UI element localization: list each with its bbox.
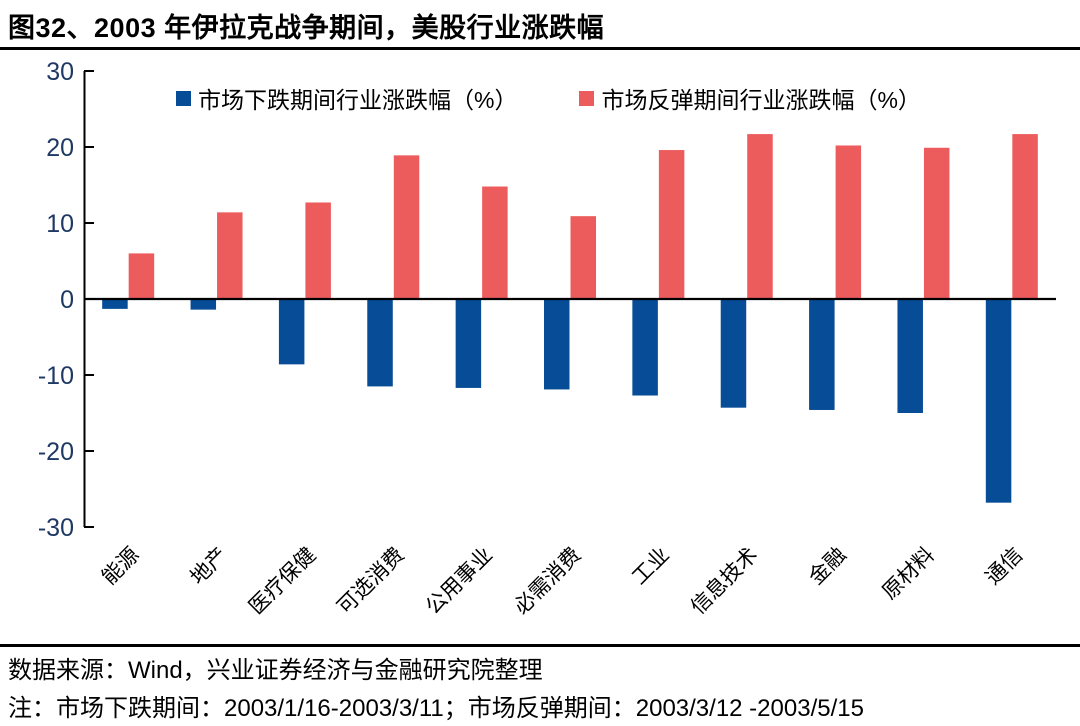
chart-legend: 市场下跌期间行业涨跌幅（%） 市场反弹期间行业涨跌幅（%） [176,81,921,115]
x-axis-label-原材料: 原材料 [878,543,939,604]
bar-decline-公用事业 [455,299,482,388]
y-axis-tick-label: 0 [60,286,74,314]
bar-decline-通信 [985,299,1012,503]
x-axis-label-能源: 能源 [98,543,144,589]
x-axis-label-必需消费: 必需消费 [510,543,586,619]
x-axis-label-工业: 工业 [628,543,674,589]
x-axis-label-地产: 地产 [186,543,232,589]
x-axis-label-信息技术: 信息技术 [687,543,763,619]
bar-rebound-金融 [835,145,862,299]
legend-label-decline: 市场下跌期间行业涨跌幅（%） [198,87,518,113]
bar-rebound-信息技术 [747,134,773,299]
x-axis-label-通信: 通信 [981,543,1027,589]
title-divider-line [0,47,1080,50]
y-axis-tick-label: 20 [46,134,74,162]
bar-decline-能源 [102,299,128,309]
data-source-text: 数据来源：Wind，兴业证券经济与金融研究院整理 [8,657,543,684]
bar-decline-可选消费 [367,299,393,387]
y-axis-tick-label: -30 [38,514,74,542]
bar-decline-工业 [632,299,658,396]
legend-swatch-rebound [579,90,595,106]
bar-rebound-医疗保健 [305,202,331,299]
bar-decline-必需消费 [544,299,570,390]
x-axis-label-可选消费: 可选消费 [333,543,409,619]
bar-decline-信息技术 [720,299,747,408]
bar-decline-原材料 [897,299,923,413]
x-axis-label-医疗保健: 医疗保健 [245,543,321,619]
x-axis-label-公用事业: 公用事业 [422,543,498,619]
bar-rebound-通信 [1012,134,1038,299]
bar-rebound-地产 [217,212,243,299]
bar-rebound-可选消费 [393,155,420,299]
note-text: 注：市场下跌期间：2003/1/16-2003/3/11；市场反弹期间：2003… [8,695,864,722]
bar-rebound-必需消费 [570,216,596,299]
bar-decline-金融 [809,299,835,410]
bar-decline-地产 [190,299,217,310]
legend-item-decline: 市场下跌期间行业涨跌幅（%） [176,81,517,115]
x-axis-label-金融: 金融 [805,543,851,589]
bar-rebound-工业 [658,150,685,299]
y-axis-tick-label: 10 [46,210,74,238]
bar-rebound-公用事业 [482,186,508,299]
legend-swatch-decline [176,90,191,106]
bar-chart: 能源 地产 医疗保健 可选消费 公用事业 必需消费 工业 信息技术 金融 原材料 通信 30 20 10 0… [38,58,1056,619]
bar-rebound-原材料 [923,147,950,299]
y-axis-tick-label: -20 [38,438,74,466]
chart-title: 图32、2003 年伊拉克战争期间，美股行业涨跌幅 [8,13,605,43]
legend-item-rebound: 市场反弹期间行业涨跌幅（%） [579,81,921,115]
bar-rebound-能源 [128,253,155,299]
y-axis-tick-label: 30 [46,58,74,86]
legend-label-rebound: 市场反弹期间行业涨跌幅（%） [601,87,921,113]
y-axis-tick-label: -10 [38,362,74,390]
footer-divider-line [0,644,1080,647]
bar-decline-医疗保健 [278,299,305,365]
